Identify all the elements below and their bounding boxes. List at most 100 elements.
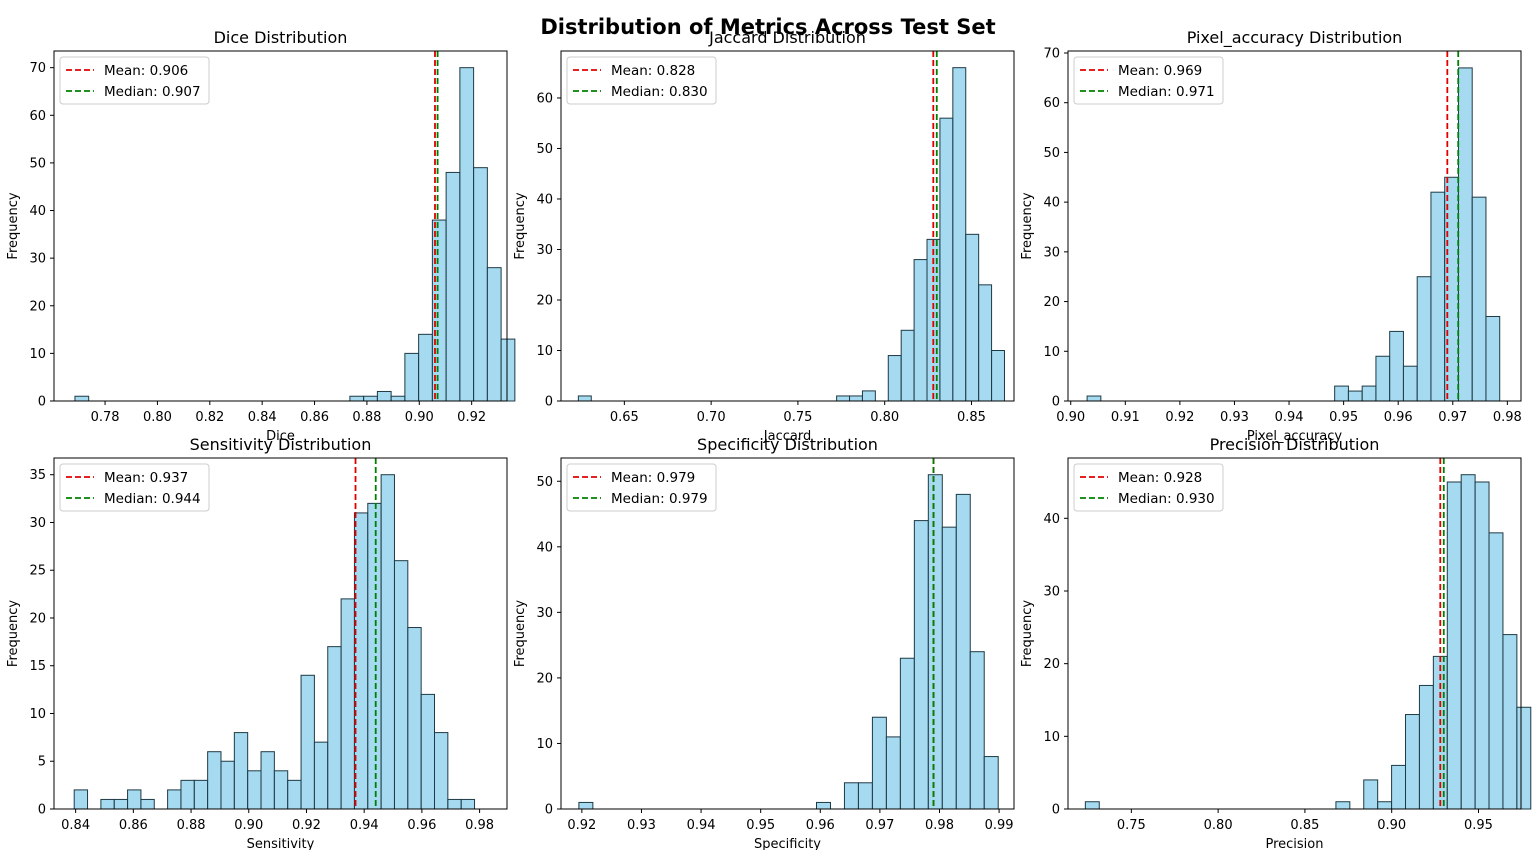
histogram-bar [420,693,436,810]
histogram-bar [1446,481,1462,810]
x-tick-label: 0.97 [865,818,894,833]
histogram-bar [445,171,461,402]
legend-median-label: Median: 0.971 [1118,84,1215,100]
histogram-bar [404,352,420,402]
x-tick-label: 0.95 [1329,410,1358,425]
histogram-bar [887,355,902,402]
histogram-bar [815,801,831,810]
histogram-bar [849,395,863,402]
x-tick-label: 0.99 [985,818,1014,833]
x-axis-label: Specificity [754,837,821,850]
y-tick-label: 60 [536,91,553,106]
x-tick-label: 0.84 [248,410,277,425]
x-tick-label: 0.80 [1204,818,1233,833]
histogram-bar [180,779,195,810]
panel-title: Dice Distribution [214,28,348,47]
y-tick-label: 30 [536,243,553,258]
legend-mean-label: Mean: 0.828 [611,63,695,79]
y-tick-label: 60 [29,109,46,124]
legend-median-label: Median: 0.979 [611,491,708,507]
y-axis-label: Frequency [513,600,528,667]
x-tick-label: 0.78 [91,410,120,425]
histogram-bar [1516,706,1532,810]
histogram-bar [167,789,182,810]
histogram-bar [500,338,516,402]
y-tick-label: 0 [545,395,553,410]
histogram-bar [885,736,901,810]
histogram-bar [460,798,476,810]
x-tick-label: 0.65 [610,410,639,425]
histogram-bar [927,474,943,810]
histogram-bar [578,801,594,810]
y-tick-label: 0 [38,395,46,410]
histogram-bar [836,395,851,402]
histogram-bar [952,67,967,402]
legend-box [566,463,717,512]
y-axis-label: Frequency [1020,600,1035,667]
legend-median-label: Median: 0.907 [104,84,201,100]
x-tick-label: 0.94 [1275,410,1304,425]
legend-mean-label: Mean: 0.937 [104,470,188,486]
x-tick-label: 0.95 [746,818,775,833]
x-tick-label: 0.86 [119,818,148,833]
histogram-bar [1389,330,1404,402]
x-tick-label: 0.90 [1377,818,1406,833]
y-tick-label: 70 [29,61,46,76]
legend-mean-label: Mean: 0.979 [611,470,695,486]
legend: Mean: 0.928 Median: 0.930 [1073,463,1224,512]
histogram-bar [965,233,980,402]
histogram-bar [207,751,222,810]
y-tick-label: 50 [1043,146,1060,161]
histogram-bar [1474,481,1490,810]
histogram-bar [978,284,993,402]
histogram-bar [74,395,90,402]
x-axis-label: Pixel_accuracy [1247,429,1343,444]
legend-median-label: Median: 0.944 [104,491,201,507]
histogram-bar [353,512,369,810]
legend-mean-label: Mean: 0.928 [1118,470,1202,486]
x-tick-label: 0.80 [870,410,899,425]
histogram-bar [340,598,355,810]
panel-title: Specificity Distribution [697,435,878,454]
panel-title: Pixel_accuracy Distribution [1187,28,1403,48]
legend: Mean: 0.906 Median: 0.907 [59,56,210,105]
histogram-bar [941,526,957,810]
y-axis-label: Frequency [513,192,528,259]
histogram-bar [113,798,129,810]
y-tick-label: 30 [536,606,553,621]
x-tick-label: 0.90 [405,410,434,425]
histogram-bar [1430,191,1446,402]
y-tick-label: 20 [29,299,46,314]
x-tick-label: 0.75 [783,410,812,425]
panels: 0.78 0.80 0.82 0.84 0.86 0.88 0.90 0.92 0 10 20 30 4… [6,28,1532,850]
legend: Mean: 0.828 Median: 0.830 [566,56,717,105]
panel-5: 0.92 0.93 0.94 0.95 0.96 0.97 0.98 0.99 0 10 20 30 4… [513,435,1015,850]
x-tick-label: 0.91 [1111,410,1140,425]
histogram-bar [327,646,342,810]
x-tick-label: 0.98 [1493,410,1522,425]
x-tick-label: 0.97 [1438,410,1467,425]
x-tick-label: 0.88 [177,818,206,833]
histogram-bar [1418,684,1434,810]
y-tick-label: 40 [29,204,46,219]
y-tick-label: 30 [29,516,46,531]
x-tick-label: 0.86 [300,410,329,425]
y-tick-label: 40 [536,540,553,555]
histogram-bar [1471,196,1487,402]
x-axis-label: Dice [266,429,295,444]
histogram-bar [300,674,315,810]
legend-mean-label: Mean: 0.969 [1118,63,1202,79]
y-tick-label: 40 [1043,512,1060,527]
y-tick-label: 30 [1043,245,1060,260]
y-tick-label: 20 [536,671,553,686]
histogram-bar [1416,276,1432,402]
x-axis-label: Jaccard [763,429,811,444]
x-tick-label: 0.85 [1290,818,1319,833]
histogram-bar [1405,714,1420,810]
y-tick-label: 0 [1052,395,1060,410]
y-tick-label: 30 [1043,584,1060,599]
histogram-bar [390,395,406,402]
y-tick-label: 10 [536,737,553,752]
x-tick-label: 0.75 [1117,818,1146,833]
panel-4: 0.84 0.86 0.88 0.90 0.92 0.94 0.96 0.98 0 5 10 15 20… [6,435,508,850]
